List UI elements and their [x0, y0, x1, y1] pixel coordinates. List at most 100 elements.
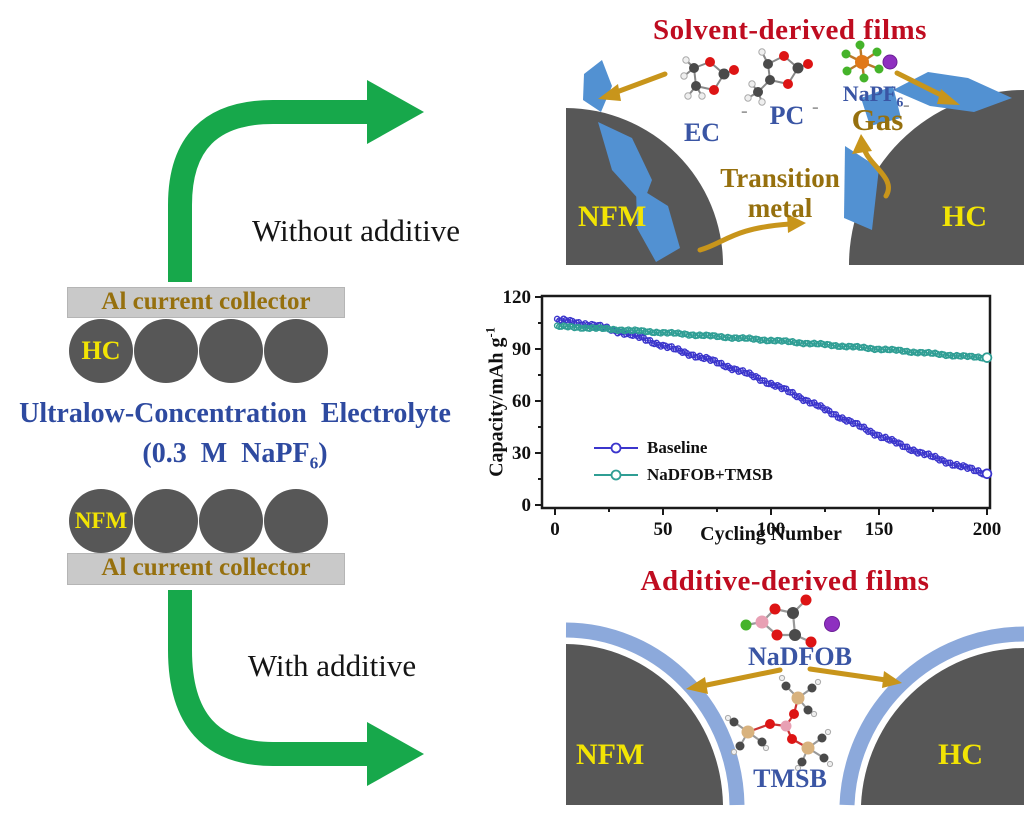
transition-metal-line1: Transition [720, 163, 840, 193]
svg-text:90: 90 [512, 339, 531, 360]
ec-label: EC [683, 118, 721, 147]
film-patch [583, 60, 612, 112]
electrolyte-formula-sub: 6 [309, 453, 319, 473]
hc-electrode-label: HC [942, 200, 987, 233]
electrolyte-formula-end: ) [318, 438, 328, 469]
cycling-performance-chart: 0 50 100 150 200 0 30 60 90 120 [503, 287, 1002, 540]
svg-text:120: 120 [503, 287, 532, 308]
legend-marker-baseline [594, 442, 638, 453]
nfm-particle [264, 489, 328, 553]
separator-dash: - [741, 100, 748, 122]
legend-label-baseline: Baseline [647, 437, 708, 457]
transition-metal-label: Transition metal [700, 163, 860, 223]
napf6-molecule-icon [841, 40, 884, 83]
arrowhead-icon [787, 214, 806, 233]
nadfob-arrow-right [807, 666, 889, 683]
nfm-film-layer [565, 622, 745, 806]
nfm-electrode-label: NFM [578, 200, 647, 233]
chart-legend: Baseline NaDFOB+TMSB [593, 434, 773, 488]
film-patch [598, 122, 652, 204]
with-additive-label: With additive [247, 648, 417, 683]
svg-text:30: 30 [512, 443, 531, 464]
film-patch [861, 86, 901, 126]
solvent-film-patches [583, 60, 1012, 262]
napf6-formula-sub: 6 [896, 94, 904, 110]
nfm-particle [134, 489, 198, 553]
legend-item-baseline: Baseline [593, 434, 773, 461]
solvent-panel-arrows [598, 70, 960, 253]
chart-xlabel: Cycling Number [700, 523, 842, 545]
additive-panel-electrodes [565, 622, 1024, 806]
legend-marker-nadfob-tmsb [594, 469, 638, 480]
svg-text:60: 60 [512, 391, 531, 412]
electrolyte-label-line2: (0.3 M NaPF6) [0, 438, 470, 474]
hc-electrode-label-bottom: HC [938, 738, 983, 771]
nadfob-molecule-icon [740, 594, 817, 648]
nfm-particle [199, 489, 263, 553]
napf6-formula: NaPF [842, 81, 897, 106]
ec-molecule-icon [680, 56, 739, 100]
hc-film-layer [839, 626, 1024, 806]
gas-label: Gas [851, 102, 904, 137]
hc-particle: HC [69, 319, 133, 383]
na-ion-icon [824, 616, 840, 632]
nfm-particle-label: NFM [74, 508, 128, 533]
nadfob-arrow-left [699, 667, 783, 689]
nfm-particle: NFM [69, 489, 133, 553]
legend-item-nadfob-tmsb: NaDFOB+TMSB [593, 461, 773, 488]
legend-label-nadfob-tmsb: NaDFOB+TMSB [647, 464, 773, 484]
svg-text:50: 50 [654, 519, 673, 540]
chart-ylabel-sup: -1 [483, 327, 498, 338]
arrow-to-nfm-film [611, 71, 668, 96]
electrolyte-formula: (0.3 M NaPF [142, 438, 310, 469]
chart-ylabel: Capacity/mAh g-1 [484, 327, 509, 477]
additive-panel-arrows [686, 666, 902, 694]
with-additive-arrow [168, 590, 424, 786]
arrowhead-right-icon [367, 80, 424, 144]
nfm-electrode [566, 644, 723, 805]
hc-particle [199, 319, 263, 383]
separator-dash: - [812, 96, 819, 118]
hc-particle [264, 319, 328, 383]
arrowhead-icon [686, 677, 708, 694]
hc-particle-label: HC [81, 336, 121, 365]
hc-particle [134, 319, 198, 383]
nadfob-label: NaDFOB [748, 642, 852, 671]
svg-text:100: 100 [757, 519, 786, 540]
tmsb-label: TMSB [753, 764, 827, 793]
separator-dash: - [903, 94, 910, 116]
pc-molecule-icon [744, 48, 813, 106]
arrowhead-icon [882, 671, 902, 688]
na-ion-icon [882, 54, 898, 70]
arrowhead-icon [598, 84, 621, 101]
without-additive-arrow [168, 80, 424, 282]
gas-arrow [861, 145, 891, 199]
al-collector-top-label: Al current collector [101, 288, 311, 315]
film-patch [893, 72, 1012, 112]
napf6-label: NaPF6 [828, 81, 918, 110]
al-collector-bottom: Al current collector [67, 553, 345, 585]
film-patch [844, 146, 879, 230]
electrolyte-label-line1: Ultralow-Concentration Electrolyte [19, 398, 451, 429]
film-patch [636, 186, 680, 262]
chart-ylabel-main: Capacity/mAh g [485, 337, 508, 477]
without-additive-label: Without additive [252, 213, 460, 248]
al-collector-top: Al current collector [67, 287, 345, 318]
transition-metal-line2: metal [747, 193, 813, 223]
hc-electrode [849, 90, 1024, 265]
tmsb-molecule-icon [724, 674, 834, 772]
svg-text:150: 150 [865, 519, 894, 540]
nfm-electrode-label-bottom: NFM [576, 738, 645, 771]
arrowhead-right-icon [367, 722, 424, 786]
hc-electrode [861, 648, 1024, 805]
pc-label: PC [769, 101, 805, 130]
svg-text:0: 0 [550, 519, 560, 540]
arrowhead-icon [937, 89, 960, 105]
arrowhead-icon [852, 134, 872, 154]
series-NaDFOB+TMSB [553, 322, 993, 363]
arrow-to-hc-film [894, 70, 948, 100]
solvent-panel-title: Solvent-derived films [653, 14, 927, 46]
al-collector-bottom-label: Al current collector [101, 554, 311, 581]
